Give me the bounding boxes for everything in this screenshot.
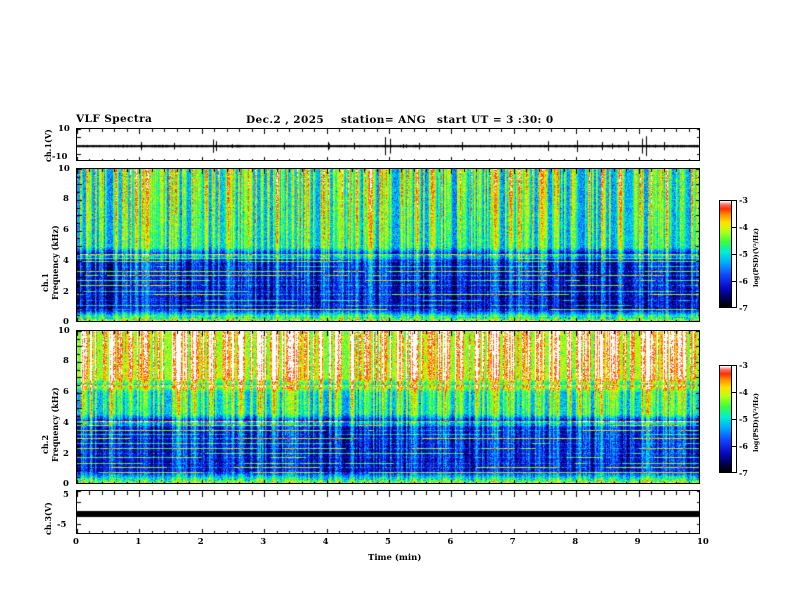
x-tick-label: 1 bbox=[135, 537, 142, 547]
x-tick-label: 2 bbox=[197, 537, 204, 547]
observation-date: Dec.2 , 2025 bbox=[246, 114, 325, 126]
x-tick-label: 7 bbox=[509, 537, 516, 547]
colorbar-tick-label: -5 bbox=[739, 414, 748, 424]
ch1-axis-label: ch.1(V) bbox=[43, 129, 53, 162]
colorbar-tick-label: -4 bbox=[739, 222, 748, 232]
ch2-colorbar-label: log(PSD)(V²/Hz) bbox=[752, 393, 760, 452]
ch2-spec-ytick-8: 8 bbox=[63, 356, 69, 366]
colorbar-tick-label: -7 bbox=[739, 468, 748, 478]
ch3-waveform-panel bbox=[76, 490, 700, 534]
x-tick-label: 4 bbox=[322, 537, 329, 547]
ch2-spec-ytick-6: 6 bbox=[63, 387, 69, 397]
ch1-spec-ytick-2: 2 bbox=[63, 287, 69, 297]
x-tick-label: 3 bbox=[260, 537, 267, 547]
ch1-spectrogram-panel bbox=[76, 168, 700, 322]
ch3-axis-label: ch.3(V) bbox=[43, 502, 53, 535]
colorbar-tick-mark bbox=[732, 365, 737, 367]
start-ut-label: start UT = 3 :30: 0 bbox=[437, 114, 554, 126]
colorbar-tick-label: -5 bbox=[739, 249, 748, 259]
colorbar-tick-label: -7 bbox=[739, 303, 748, 313]
ch1-spec-axis-label-line2: Frequency (kHz) bbox=[50, 225, 60, 300]
colorbar-tick-label: -3 bbox=[739, 360, 748, 370]
colorbar-tick-mark bbox=[732, 472, 737, 474]
ch3-ytick-bottom: -5 bbox=[57, 520, 67, 530]
colorbar-tick-label: -6 bbox=[739, 276, 748, 286]
station-label: station= ANG bbox=[341, 114, 427, 126]
ch2-spec-ytick-2: 2 bbox=[63, 449, 69, 459]
ch1-spec-ytick-4: 4 bbox=[63, 256, 69, 266]
colorbar-axis-spine bbox=[736, 200, 738, 308]
ch2-colorbar bbox=[719, 365, 732, 473]
x-tick-label: 10 bbox=[697, 537, 709, 547]
x-tick-label: 6 bbox=[447, 537, 454, 547]
colorbar-tick-mark bbox=[732, 307, 737, 309]
colorbar-tick-mark bbox=[732, 200, 737, 202]
colorbar-tick-mark bbox=[732, 227, 737, 229]
ch1-spec-ytick-8: 8 bbox=[63, 194, 69, 204]
ch1-ytick-bottom: -10 bbox=[52, 152, 68, 162]
ch2-spec-ytick-0: 0 bbox=[63, 479, 69, 489]
x-tick-label: 9 bbox=[634, 537, 641, 547]
ch2-spectrogram-panel bbox=[76, 330, 700, 484]
colorbar-tick-mark bbox=[732, 281, 737, 283]
ch1-spec-ytick-0: 0 bbox=[63, 317, 69, 327]
colorbar-tick-mark bbox=[732, 446, 737, 448]
ch1-spec-axis-label-line1: ch.1 bbox=[40, 272, 50, 292]
x-tick-label: 8 bbox=[572, 537, 579, 547]
x-tick-label: 0 bbox=[73, 537, 79, 547]
ch1-colorbar bbox=[719, 200, 732, 308]
colorbar-gradient bbox=[720, 201, 731, 307]
colorbar-tick-mark bbox=[732, 419, 737, 421]
ch2-spec-ytick-10: 10 bbox=[58, 326, 70, 336]
ch2-spec-ytick-4: 4 bbox=[63, 418, 69, 428]
ch1-spec-ytick-10: 10 bbox=[58, 164, 70, 174]
ch1-spec-ytick-6: 6 bbox=[63, 225, 69, 235]
colorbar-tick-mark bbox=[732, 254, 737, 256]
ch2-spec-axis-label-line1: ch.2 bbox=[40, 434, 50, 454]
ch1-waveform-panel bbox=[76, 128, 700, 161]
x-axis-label: Time (min) bbox=[368, 553, 422, 563]
ch1-colorbar-label: log(PSD)(V²/Hz) bbox=[752, 228, 760, 287]
ch1-ytick-top: 10 bbox=[58, 124, 70, 134]
colorbar-tick-label: -6 bbox=[739, 441, 748, 451]
x-tick-label: 5 bbox=[385, 537, 391, 547]
ch2-spec-axis-label-line2: Frequency (kHz) bbox=[50, 387, 60, 462]
colorbar-gradient bbox=[720, 366, 731, 472]
colorbar-tick-label: -4 bbox=[739, 387, 748, 397]
colorbar-axis-spine bbox=[736, 365, 738, 473]
colorbar-tick-label: -3 bbox=[739, 195, 748, 205]
ch3-ytick-top: 5 bbox=[63, 490, 69, 500]
page-title: VLF Spectra bbox=[76, 113, 153, 125]
colorbar-tick-mark bbox=[732, 392, 737, 394]
